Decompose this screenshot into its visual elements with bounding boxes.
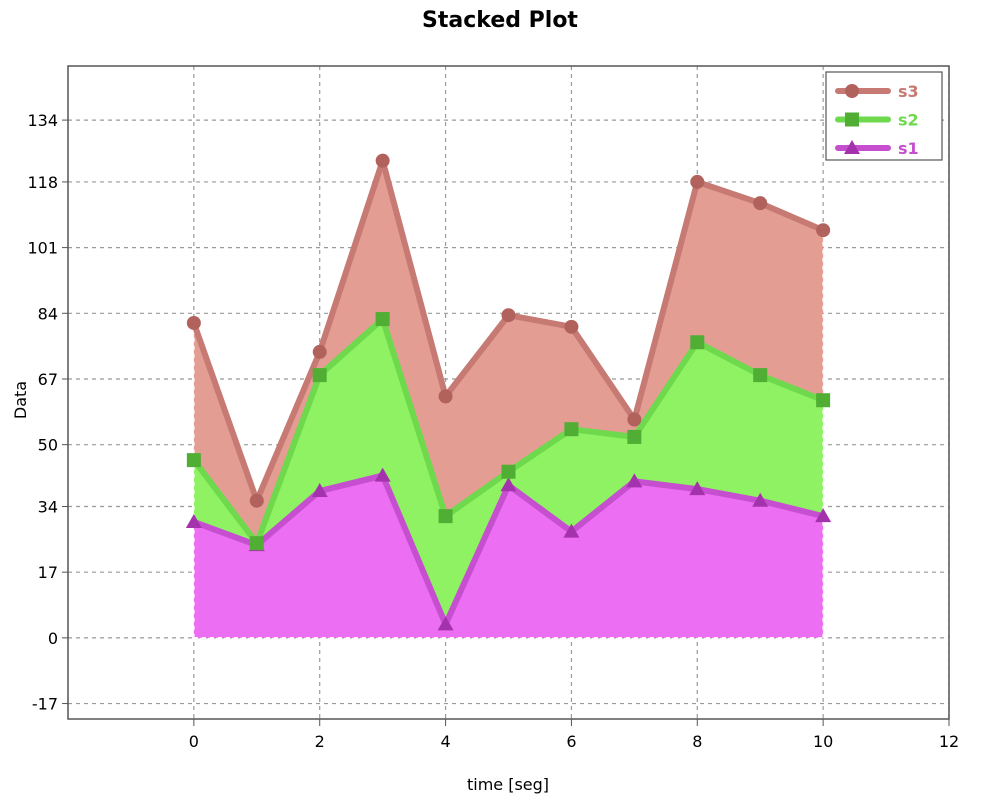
y-tick-label: 134	[27, 111, 58, 130]
axis-ticks: 0 2 4 6 8 10 12 -17 0 17 34 50 67 84 101 118 134	[27, 111, 959, 751]
marker-s1	[626, 473, 643, 488]
area-s1	[193, 475, 824, 638]
legend: s3 s2 s1	[825, 71, 943, 161]
plot-frame	[67, 65, 950, 720]
y-tick-label: 118	[27, 173, 58, 192]
legend-label-s1: s1	[898, 139, 919, 158]
marker-s1	[185, 513, 202, 528]
area-s2	[193, 319, 824, 625]
chart-title: Stacked Plot	[422, 8, 578, 33]
marker-s3	[375, 153, 390, 168]
marker-s1	[689, 481, 706, 496]
marker-s1	[752, 492, 769, 507]
marker-s2	[375, 312, 390, 327]
y-tick-label: 101	[27, 239, 58, 258]
y-tick-label: 34	[38, 497, 58, 516]
marker-s3	[627, 412, 642, 427]
marker-s2	[564, 422, 579, 437]
marker-s2	[627, 429, 642, 444]
marker-s3	[186, 315, 201, 330]
series-areas	[193, 160, 824, 639]
legend-marker-s1	[844, 140, 860, 154]
legend-marker-s3	[845, 84, 859, 98]
series-markers	[185, 153, 832, 631]
marker-s1	[563, 523, 580, 538]
marker-s3	[501, 308, 516, 323]
marker-s2	[501, 464, 516, 479]
marker-s3	[249, 493, 264, 508]
marker-s2	[312, 368, 327, 383]
marker-s2	[690, 335, 705, 350]
y-tick-label: -17	[32, 695, 58, 714]
marker-s2	[186, 453, 201, 468]
marker-s3	[690, 174, 705, 189]
legend-label-s3: s3	[898, 82, 919, 101]
x-tick-label: 4	[440, 732, 450, 751]
x-tick-label: 0	[189, 732, 199, 751]
marker-s1	[374, 467, 391, 482]
marker-s3	[564, 319, 579, 334]
x-tick-label: 12	[939, 732, 959, 751]
x-tick-label: 8	[692, 732, 702, 751]
y-axis-label: Data	[11, 381, 30, 419]
marker-s2	[753, 368, 768, 383]
marker-s3	[312, 344, 327, 359]
marker-s2	[438, 509, 453, 524]
y-tick-label: 84	[38, 304, 58, 323]
marker-s2	[249, 536, 264, 551]
marker-s3	[438, 389, 453, 404]
marker-s1	[437, 616, 454, 631]
marker-s1	[500, 477, 517, 492]
marker-s1	[815, 508, 832, 523]
legend-label-s2: s2	[898, 111, 919, 130]
marker-s2	[816, 393, 831, 408]
y-tick-label: 0	[48, 629, 58, 648]
x-tick-label: 6	[566, 732, 576, 751]
marker-s3	[753, 196, 768, 211]
x-tick-label: 2	[315, 732, 325, 751]
y-tick-label: 67	[38, 370, 58, 389]
y-tick-label: 50	[38, 436, 58, 455]
x-axis-label: time [seg]	[467, 775, 549, 794]
x-tick-label: 10	[813, 732, 833, 751]
marker-s1	[311, 483, 328, 498]
y-tick-label: 17	[38, 563, 58, 582]
marker-s3	[816, 223, 831, 238]
legend-marker-s2	[845, 112, 859, 127]
